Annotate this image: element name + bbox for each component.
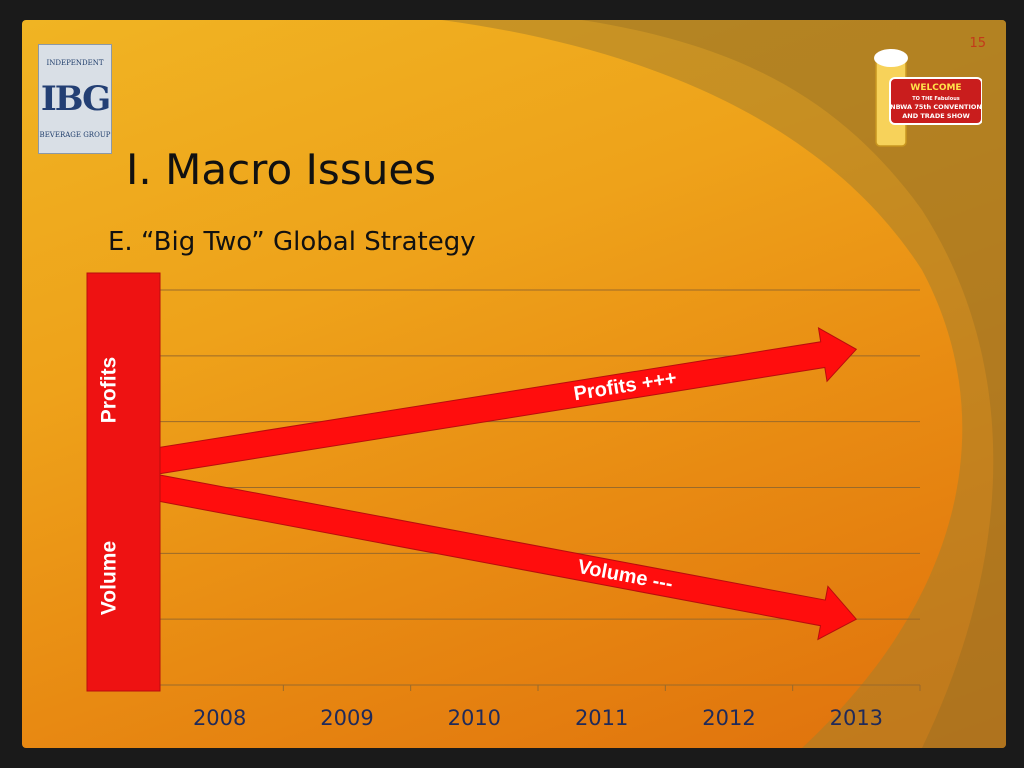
logo-mark: IBG <box>40 79 111 119</box>
slide: 15 INDEPENDENT IBG BEVERAGE GROUP WELCOM… <box>22 20 1006 748</box>
ibg-logo: INDEPENDENT IBG BEVERAGE GROUP <box>38 44 112 154</box>
x-tick-label: 2012 <box>702 706 755 730</box>
nbwa-convention-badge: WELCOME TO THE Fabulous NBWA 75th CONVEN… <box>874 49 982 147</box>
badge-welcome: WELCOME <box>910 83 961 93</box>
badge-line-3: AND TRADE SHOW <box>902 112 970 120</box>
volume-bar-label: Volume <box>98 541 121 615</box>
badge-sign <box>889 77 982 125</box>
profits-arrow <box>153 327 858 475</box>
chart: 2008200920102011201220130 Profits +++Vol… <box>86 272 921 730</box>
axis-bar <box>86 272 161 692</box>
page-number: 15 <box>969 36 986 51</box>
logo-text-bottom: BEVERAGE GROUP <box>39 131 111 139</box>
volume-arrow-label: Volume --- <box>576 556 675 595</box>
x-tick-label: 2010 <box>448 706 501 730</box>
profits-bar-label: Profits <box>98 357 121 424</box>
x-tick-label: 2008 <box>193 706 246 730</box>
x-tick-label: 2011 <box>575 706 628 730</box>
volume-arrow <box>153 474 858 641</box>
x-tick-label: 2009 <box>320 706 373 730</box>
slide-title: I. Macro Issues <box>126 145 437 194</box>
beer-foam-icon <box>874 49 908 67</box>
x-tick-label: 2013 <box>830 706 883 730</box>
slide-subtitle: E. “Big Two” Global Strategy <box>108 227 476 257</box>
badge-line-1: TO THE Fabulous <box>912 96 959 102</box>
logo-text-top: INDEPENDENT <box>46 59 104 67</box>
badge-line-2: NBWA 75th CONVENTION <box>890 103 982 111</box>
